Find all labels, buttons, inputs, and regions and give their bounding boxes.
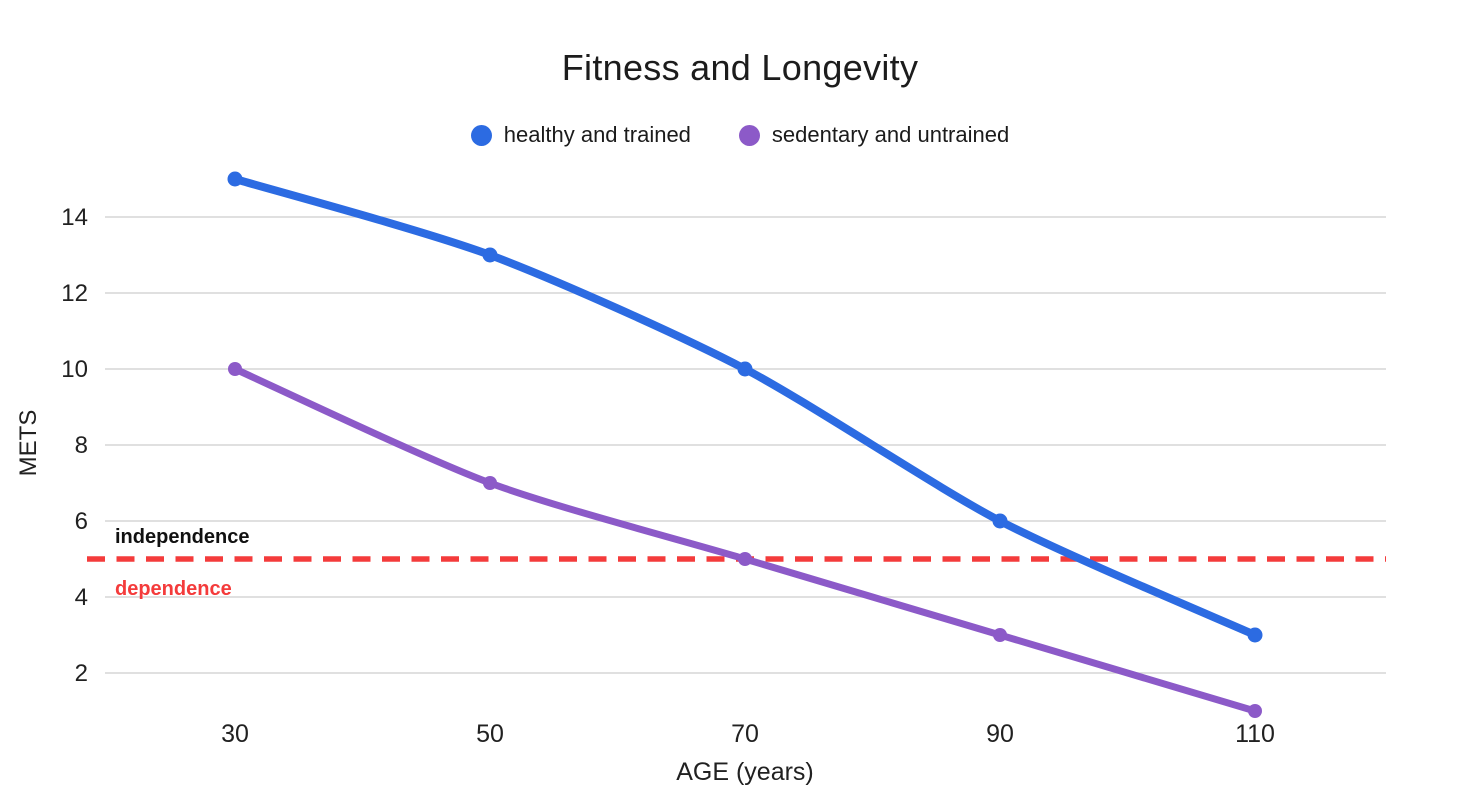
data-point-healthy-and-trained xyxy=(227,171,243,187)
legend-swatch-icon xyxy=(470,124,492,146)
data-point-healthy-and-trained xyxy=(737,361,753,377)
data-point-healthy-and-trained xyxy=(482,247,498,263)
chart-legend: healthy and trained sedentary and untrai… xyxy=(0,124,1480,146)
data-point-sedentary-and-untrained xyxy=(1248,704,1262,718)
y-axis-title: METS xyxy=(15,410,42,477)
y-tick-label: 2 xyxy=(75,660,88,687)
legend-label: sedentary and untrained xyxy=(771,122,1010,147)
legend-label: healthy and trained xyxy=(503,122,691,147)
data-point-sedentary-and-untrained xyxy=(993,628,1007,642)
threshold-label-above: independence xyxy=(115,526,249,548)
legend-swatch-icon xyxy=(738,124,760,146)
x-axis-title: AGE (years) xyxy=(676,758,814,786)
series-line-sedentary-and-untrained xyxy=(231,365,1259,715)
x-tick-label: 50 xyxy=(476,720,504,748)
data-point-sedentary-and-untrained xyxy=(483,476,497,490)
y-tick-label: 4 xyxy=(75,584,88,611)
series-line-healthy-and-trained xyxy=(231,175,1259,639)
threshold-label-below: dependence xyxy=(115,578,232,600)
x-tick-label: 70 xyxy=(731,720,759,748)
data-point-healthy-and-trained xyxy=(1247,627,1263,643)
x-tick-label: 90 xyxy=(986,720,1014,748)
y-tick-label: 14 xyxy=(61,204,88,231)
y-tick-label: 8 xyxy=(75,432,88,459)
x-tick-label: 30 xyxy=(221,720,249,748)
legend-item-sedentary-and-untrained: sedentary and untrained xyxy=(738,122,1010,147)
y-tick-label: 12 xyxy=(61,280,88,307)
data-point-sedentary-and-untrained xyxy=(738,552,752,566)
x-tick-label: 110 xyxy=(1235,720,1275,748)
data-point-sedentary-and-untrained xyxy=(228,362,242,376)
data-point-healthy-and-trained xyxy=(992,513,1008,529)
legend-item-healthy-and-trained: healthy and trained xyxy=(470,122,691,147)
chart-title: Fitness and Longevity xyxy=(561,47,919,88)
y-tick-label: 6 xyxy=(75,508,88,535)
y-tick-label: 10 xyxy=(61,356,88,383)
